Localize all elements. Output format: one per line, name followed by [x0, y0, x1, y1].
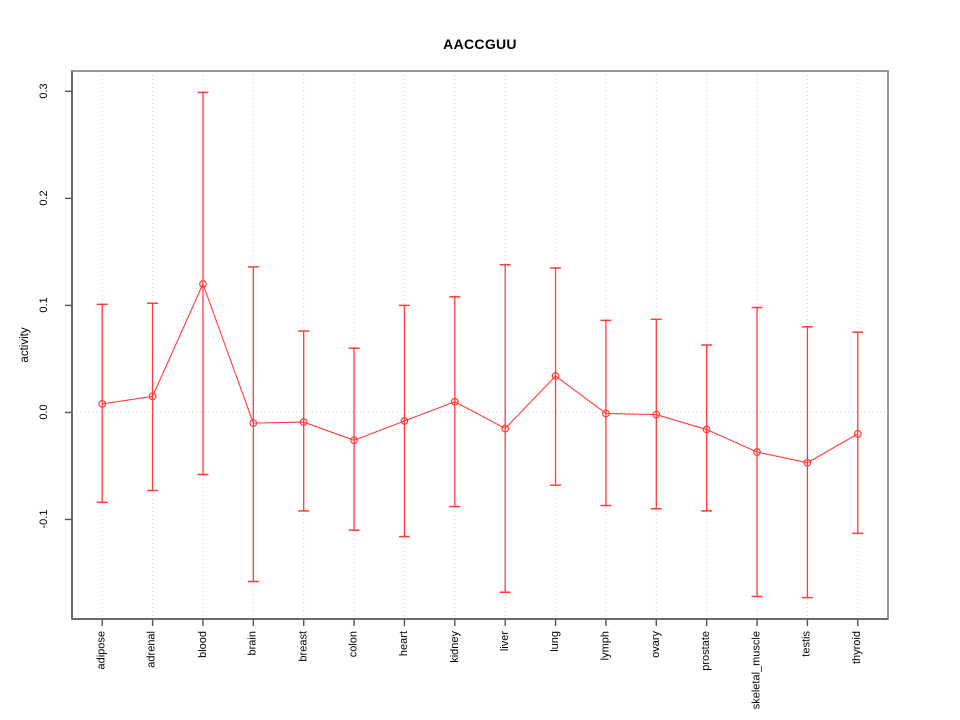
- y-tick-label: 0.3: [38, 83, 50, 99]
- data-point: [702, 425, 711, 434]
- y-axis-label: activity: [19, 327, 31, 363]
- plot-frame: [71, 70, 889, 620]
- x-tick-label: brain: [246, 631, 259, 656]
- x-tick-label: heart: [397, 631, 410, 657]
- series-line: [102, 282, 859, 464]
- data-point: [400, 417, 409, 425]
- x-tick-label: blood: [196, 631, 209, 658]
- data-point: [148, 392, 157, 401]
- x-tick-label: thyroid: [851, 631, 864, 665]
- data-point: [299, 418, 308, 426]
- data-point: [551, 372, 560, 380]
- x-tick-label: breast: [297, 631, 310, 662]
- data-point: [249, 419, 258, 428]
- x-tick-label: lung: [549, 631, 562, 652]
- x-tick-label: prostate: [700, 631, 713, 671]
- data-point: [450, 397, 459, 406]
- x-tick-label: kidney: [448, 631, 461, 663]
- x-tick-label: skeletal_muscle: [750, 631, 763, 710]
- x-tick-label: adrenal: [146, 631, 159, 668]
- data-point: [350, 436, 358, 445]
- data-point: [98, 399, 107, 408]
- data-point: [853, 429, 862, 438]
- x-tick-label: colon: [347, 631, 360, 658]
- y-tick-label: -0.1: [38, 509, 50, 529]
- chart-title: AACCGUU: [443, 36, 517, 52]
- x-tick-label: lymph: [599, 631, 612, 661]
- data-point: [753, 448, 761, 456]
- data-point: [199, 280, 207, 288]
- y-tick-label: 0.1: [38, 297, 50, 314]
- x-tick-label: adipose: [95, 631, 108, 670]
- y-tick-label: 0.0: [38, 404, 50, 421]
- data-point: [803, 458, 812, 467]
- data-point: [501, 424, 510, 433]
- data-point: [652, 410, 661, 419]
- y-tick-label: 0.2: [38, 190, 50, 207]
- x-tick-label: liver: [498, 631, 511, 652]
- data-point: [602, 409, 610, 418]
- x-tick-label: testis: [800, 631, 813, 657]
- x-tick-label: ovary: [649, 631, 662, 658]
